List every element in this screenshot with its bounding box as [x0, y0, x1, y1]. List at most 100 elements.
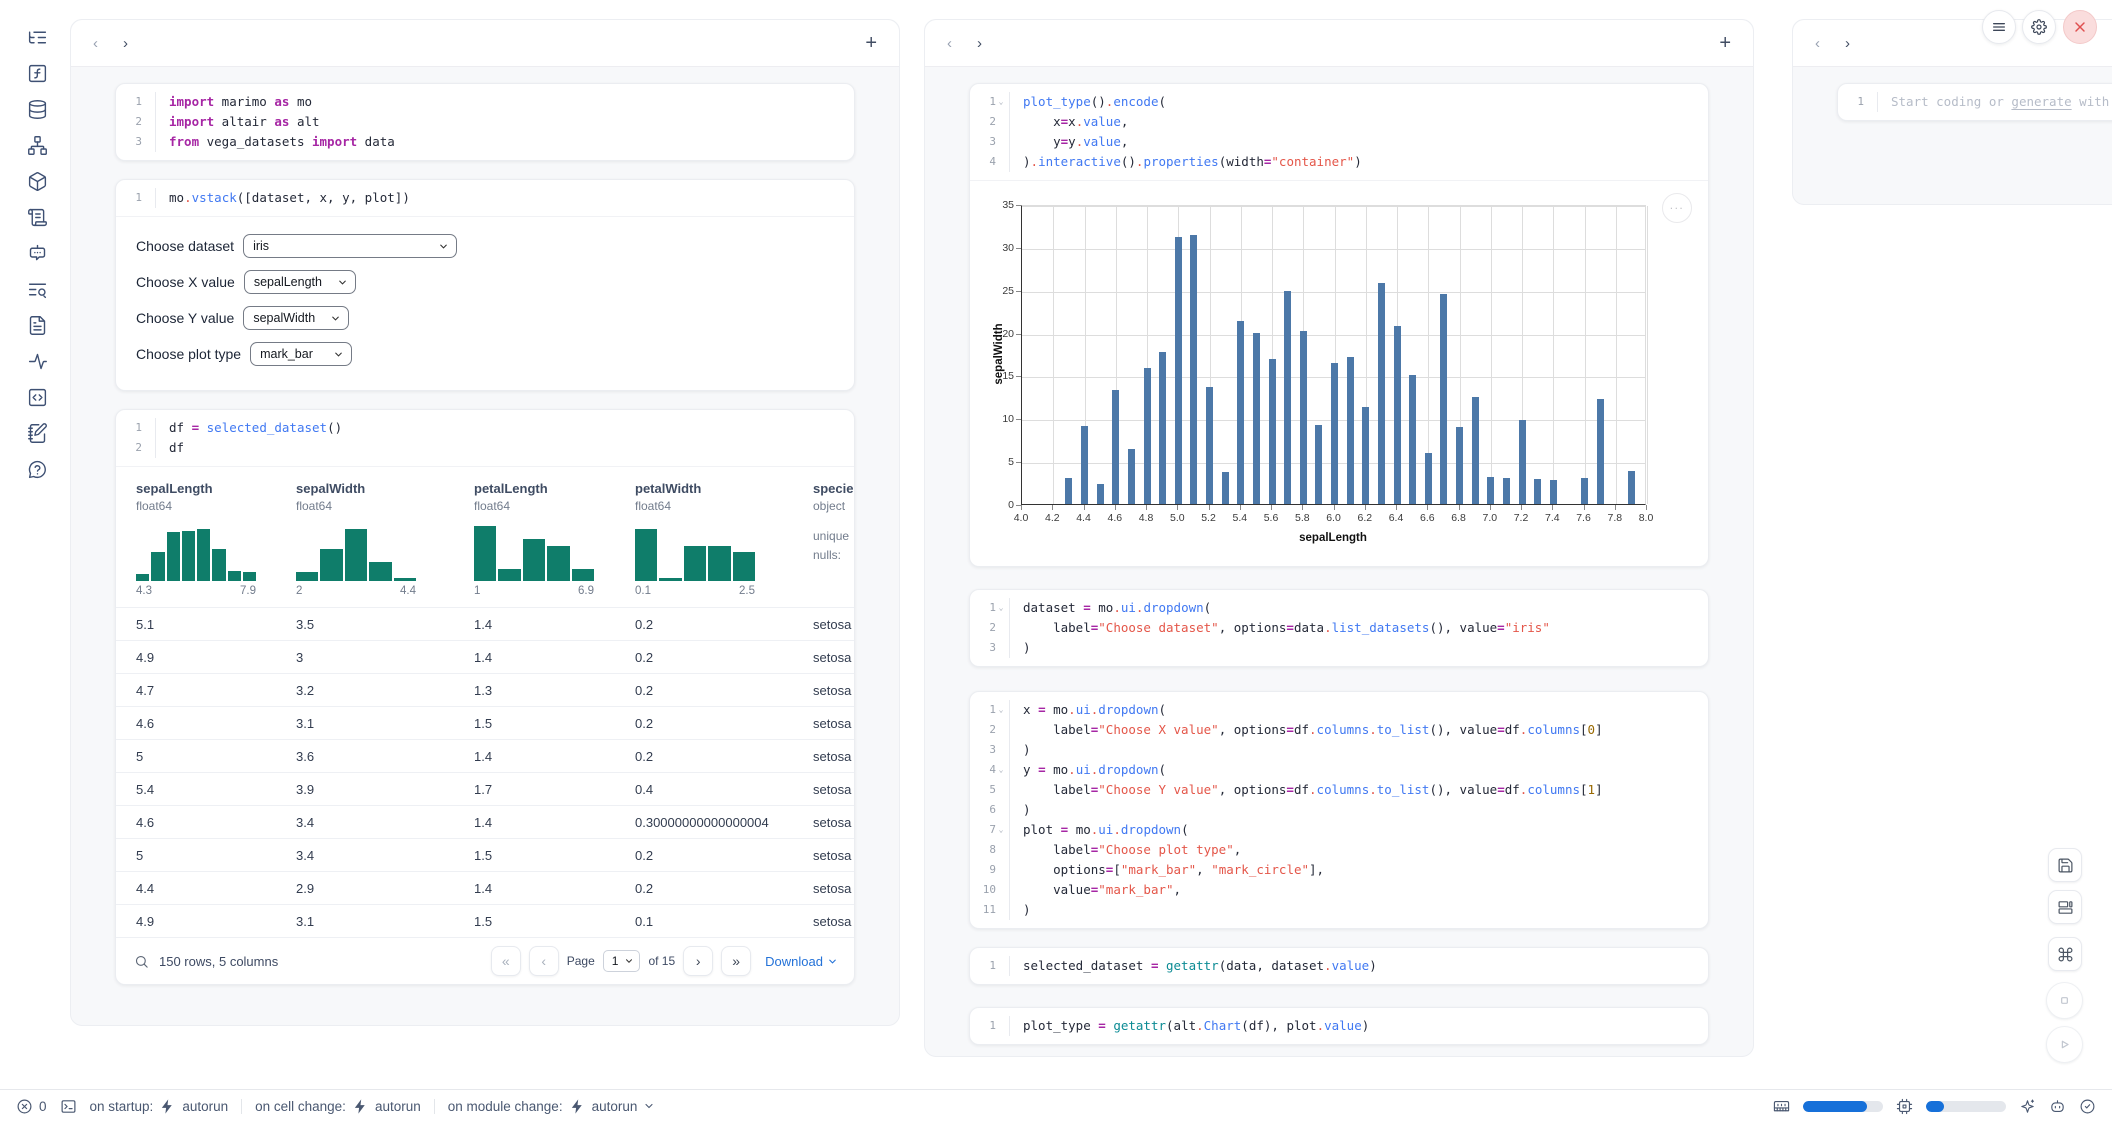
chevron-down-icon: [643, 1100, 655, 1112]
layout-icon[interactable]: [2048, 890, 2082, 924]
code-editor[interactable]: 1⌄x = mo.ui.dropdown(2 label="Choose X v…: [970, 692, 1708, 928]
column-header[interactable]: speciesobjectuniquenulls:: [813, 481, 854, 597]
database-icon[interactable]: [25, 98, 49, 120]
autorun-setting[interactable]: on startup:autorun: [90, 1098, 229, 1115]
table-row[interactable]: 53.61.40.2setosa: [116, 739, 854, 772]
code-editor[interactable]: 1import marimo as mo2import altair as al…: [116, 84, 854, 160]
fold-chevron-icon[interactable]: ⌄: [996, 820, 1006, 840]
scroll-log-icon[interactable]: [25, 206, 49, 228]
save-icon[interactable]: [2048, 848, 2082, 882]
ram-icon: [1773, 1098, 1790, 1115]
table-cell: 5.1: [136, 617, 296, 632]
column-header[interactable]: petalLengthfloat6416.9: [474, 481, 635, 597]
command-icon[interactable]: [2048, 937, 2082, 971]
table-row[interactable]: 4.63.41.40.30000000000000004setosa: [116, 805, 854, 838]
column-header[interactable]: sepalLengthfloat644.37.9: [136, 481, 296, 597]
status-divider: [434, 1099, 435, 1114]
code-text: ): [1010, 638, 1031, 658]
dropdown-select[interactable]: sepalLength: [244, 270, 356, 294]
sparkles-ai-icon[interactable]: [2019, 1098, 2036, 1115]
table-row[interactable]: 53.41.50.2setosa: [116, 838, 854, 871]
table-cell: 3.4: [296, 848, 474, 863]
download-button[interactable]: Download: [765, 954, 838, 969]
fold-chevron-icon[interactable]: ⌄: [996, 760, 1006, 780]
column-next-icon[interactable]: ›: [977, 35, 1007, 52]
chart-plot-area[interactable]: [1021, 205, 1646, 505]
function-square-icon[interactable]: [25, 62, 49, 84]
table-row[interactable]: 4.73.21.30.2setosa: [116, 673, 854, 706]
document-icon[interactable]: [25, 314, 49, 336]
chart-menu-icon[interactable]: ...: [1662, 193, 1692, 223]
fold-chevron-icon[interactable]: ⌄: [996, 92, 1006, 112]
column-prev-icon[interactable]: ‹: [93, 35, 123, 52]
bar-chart[interactable]: sepalLength sepalWidth 4.04.24.44.64.85.…: [970, 181, 1708, 566]
code-token: properties: [1143, 154, 1218, 169]
terminal-icon[interactable]: [60, 1098, 77, 1115]
code-token: options: [1023, 862, 1106, 877]
table-cell: setosa: [813, 848, 854, 863]
code-editor[interactable]: 1⌄dataset = mo.ui.dropdown(2 label="Choo…: [970, 590, 1708, 666]
column-next-icon[interactable]: ›: [1845, 35, 1875, 52]
table-row[interactable]: 5.43.91.70.4setosa: [116, 772, 854, 805]
close-icon[interactable]: [2063, 10, 2097, 44]
stop-icon[interactable]: [2046, 982, 2083, 1019]
notebook-column-2: ‹ › + 1⌄plot_type().encode(2 x=x.value,3…: [924, 19, 1754, 1057]
column-next-icon[interactable]: ›: [123, 35, 153, 52]
dropdown-select[interactable]: iris: [243, 234, 457, 258]
first-page-button[interactable]: «: [491, 946, 521, 976]
table-row[interactable]: 5.13.51.40.2setosa: [116, 607, 854, 640]
add-cell-icon[interactable]: +: [865, 33, 877, 53]
code-snippet-icon[interactable]: [25, 386, 49, 408]
code-editor[interactable]: 1df = selected_dataset()2df: [116, 410, 854, 466]
table-cell: 3.5: [296, 617, 474, 632]
dropdown-select[interactable]: sepalWidth: [243, 306, 349, 330]
menu-icon[interactable]: [1982, 10, 2016, 44]
activity-icon[interactable]: [25, 350, 49, 372]
gear-icon[interactable]: [2022, 10, 2056, 44]
fold-chevron-icon[interactable]: ⌄: [996, 598, 1006, 618]
fold-chevron-icon[interactable]: ⌄: [996, 700, 1006, 720]
column-prev-icon[interactable]: ‹: [947, 35, 977, 52]
search-icon[interactable]: [134, 954, 149, 969]
list-search-icon[interactable]: [25, 278, 49, 300]
error-indicator[interactable]: 0: [16, 1098, 47, 1115]
run-icon[interactable]: [2046, 1026, 2083, 1063]
scratchpad-icon[interactable]: [25, 422, 49, 444]
table-row[interactable]: 4.42.91.40.2setosa: [116, 871, 854, 904]
help-icon[interactable]: [25, 458, 49, 480]
code-editor[interactable]: 1mo.vstack([dataset, x, y, plot]): [116, 180, 854, 216]
line-gutter: 2: [970, 112, 1010, 132]
copilot-bot-icon[interactable]: [2049, 1098, 2066, 1115]
code-token: mo: [1091, 600, 1114, 615]
dropdown-select[interactable]: mark_bar: [250, 342, 352, 366]
add-cell-icon[interactable]: +: [1719, 33, 1731, 53]
x-tick-label: 4.0: [1014, 512, 1029, 524]
autorun-setting[interactable]: on module change:autorun: [448, 1098, 656, 1115]
column-prev-icon[interactable]: ‹: [1815, 35, 1845, 52]
table-row[interactable]: 4.93.11.50.1setosa: [116, 904, 854, 937]
file-tree-icon[interactable]: [25, 26, 49, 48]
autorun-setting[interactable]: on cell change:autorun: [255, 1098, 421, 1115]
column-header[interactable]: petalWidthfloat640.12.5: [635, 481, 813, 597]
code-editor[interactable]: 1selected_dataset = getattr(data, datase…: [970, 948, 1708, 984]
table-row[interactable]: 4.63.11.50.2setosa: [116, 706, 854, 739]
dependency-graph-icon[interactable]: [25, 134, 49, 156]
generate-link[interactable]: generate: [2011, 94, 2071, 109]
last-page-button[interactable]: »: [721, 946, 751, 976]
bot-chat-icon[interactable]: [25, 242, 49, 264]
column-dtype: float64: [635, 499, 813, 513]
chart-bar: [1331, 363, 1338, 504]
package-icon[interactable]: [25, 170, 49, 192]
code-editor[interactable]: 1 Start coding or generate with AI: [1838, 84, 2112, 120]
code-editor[interactable]: 1⌄plot_type().encode(2 x=x.value,3 y=y.v…: [970, 84, 1708, 180]
next-page-button[interactable]: ›: [683, 946, 713, 976]
page-select[interactable]: 1: [603, 950, 641, 972]
prev-page-button[interactable]: ‹: [529, 946, 559, 976]
line-number: 2: [989, 112, 996, 132]
code-editor[interactable]: 1plot_type = getattr(alt.Chart(df), plot…: [970, 1008, 1708, 1044]
column-header[interactable]: sepalWidthfloat6424.4: [296, 481, 474, 597]
dropdown-row: Choose datasetiris: [136, 234, 834, 258]
table-row[interactable]: 4.931.40.2setosa: [116, 640, 854, 673]
connection-status-icon[interactable]: [2079, 1098, 2096, 1115]
page-select-value: 1: [612, 954, 619, 968]
